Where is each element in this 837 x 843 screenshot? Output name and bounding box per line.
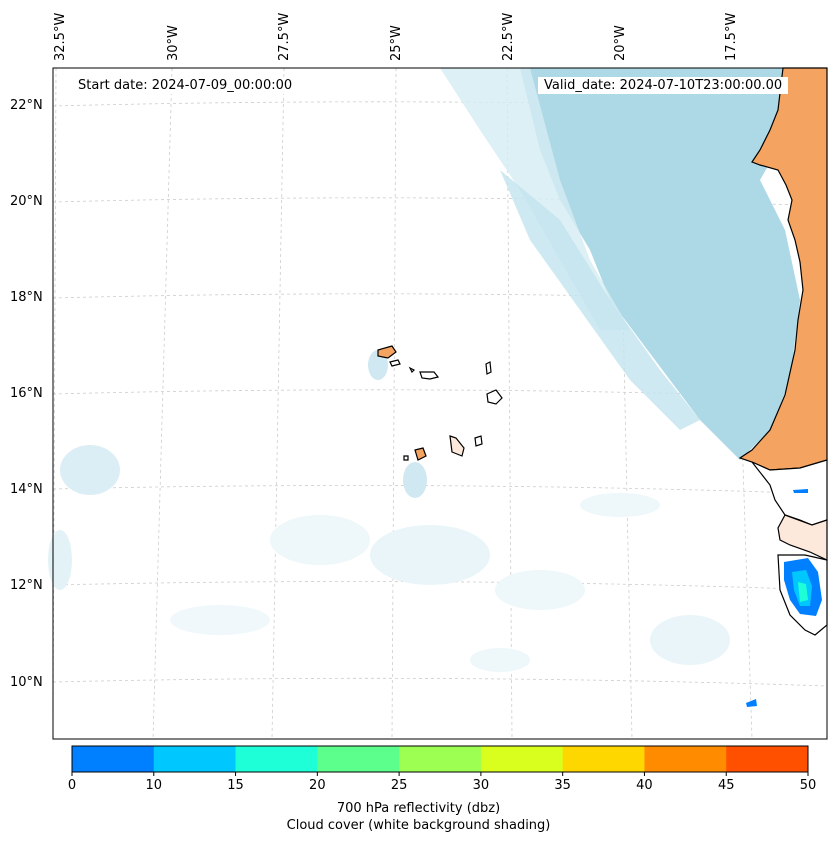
meridian-25 bbox=[391, 67, 397, 740]
cloud-cover-shading bbox=[48, 68, 800, 672]
colorbar-tick-label: 30 bbox=[472, 778, 490, 793]
reflectivity-cells bbox=[746, 489, 822, 707]
lat-label-22n: 22°N bbox=[10, 98, 43, 113]
meridian-20 bbox=[617, 67, 633, 740]
island-sao-vicente bbox=[389, 359, 401, 367]
island-brava bbox=[403, 455, 409, 461]
colorbar-segment bbox=[317, 746, 400, 772]
cloud-patch-mid-east bbox=[580, 493, 660, 517]
parallel-16 bbox=[52, 389, 828, 399]
cloud-patch-south-4 bbox=[650, 615, 730, 665]
colorbar bbox=[71, 745, 809, 776]
cloud-patch-south-3 bbox=[495, 570, 585, 610]
cloud-patch-south-6 bbox=[470, 648, 530, 672]
lon-label-32-5w: 32.5°W bbox=[53, 12, 68, 61]
cloud-plume-mid bbox=[500, 170, 700, 430]
cloud-patch-south-1 bbox=[370, 525, 490, 585]
reflectivity-cell-south bbox=[746, 699, 757, 707]
colorbar-tick-label: 10 bbox=[145, 778, 163, 793]
island-santa-luzia bbox=[408, 366, 416, 374]
island-santo-antao bbox=[377, 345, 397, 359]
lat-label-10n: 10°N bbox=[10, 675, 43, 690]
colorbar-tick-label: 45 bbox=[717, 778, 735, 793]
parallel-20 bbox=[52, 197, 828, 207]
reflectivity-cell-20dbz bbox=[798, 582, 808, 602]
colorbar-segment bbox=[153, 746, 237, 772]
colorbar-segment bbox=[726, 746, 809, 772]
lon-label-22-5w: 22.5°W bbox=[501, 12, 516, 61]
colorbar-segment bbox=[235, 746, 318, 772]
cloud-mass-coastal bbox=[520, 68, 800, 460]
island-sao-nicolau bbox=[419, 371, 440, 380]
colorbar-tick-label: 20 bbox=[309, 778, 326, 793]
island-maio bbox=[474, 435, 483, 447]
lat-label-14n: 14°N bbox=[10, 482, 43, 497]
colorbar-segment bbox=[644, 746, 727, 772]
colorbar-segment bbox=[399, 746, 482, 772]
cloud-patch-edge bbox=[48, 530, 72, 590]
colorbar-segment bbox=[72, 746, 155, 772]
colorbar-tick-label: 25 bbox=[390, 778, 408, 793]
lon-label-17-5w: 17.5°W bbox=[724, 12, 739, 61]
gambia-guinea-land bbox=[777, 514, 828, 561]
parallel-14 bbox=[52, 485, 828, 495]
lat-label-18n: 18°N bbox=[10, 290, 43, 305]
lon-label-30w: 30°W bbox=[166, 25, 181, 61]
colorbar-segment bbox=[562, 746, 645, 772]
colorbar-frame bbox=[71, 745, 809, 773]
colorbar-tick-label: 35 bbox=[554, 778, 571, 793]
parallel-22 bbox=[52, 101, 828, 111]
colorbar-segment bbox=[480, 746, 564, 772]
map-frame bbox=[52, 67, 828, 740]
lon-label-25w: 25°W bbox=[389, 25, 404, 61]
cloud-patch-fogo bbox=[403, 462, 427, 498]
lon-label-20w: 20°W bbox=[613, 25, 628, 61]
colorbar-label-cloud-cover: Cloud cover (white background shading) bbox=[286, 818, 551, 833]
cloud-patch-south-5 bbox=[170, 605, 270, 635]
colorbar-tick-label: 40 bbox=[636, 778, 653, 793]
valid-date-label: Valid_date: 2024-07-10T23:00:00.00 bbox=[538, 77, 789, 94]
cloud-patch-west bbox=[60, 445, 120, 495]
meridian-27-5 bbox=[271, 67, 285, 740]
meridian-30 bbox=[152, 67, 173, 740]
start-date-label: Start date: 2024-07-09_00:00:00 bbox=[72, 77, 299, 94]
cloud-patch-south-2 bbox=[270, 515, 370, 565]
colorbar-tick-label: 0 bbox=[67, 778, 77, 793]
island-fogo bbox=[414, 447, 427, 461]
colorbar-tick-label: 15 bbox=[227, 778, 244, 793]
lon-label-27-5w: 27.5°W bbox=[277, 12, 292, 61]
island-sal bbox=[485, 361, 492, 375]
colorbar-tick-label: 50 bbox=[799, 778, 817, 793]
lat-label-16n: 16°N bbox=[10, 386, 43, 401]
parallel-10 bbox=[52, 677, 828, 687]
colorbar-label-reflectivity: 700 hPa reflectivity (dbz) bbox=[336, 801, 501, 816]
parallel-12 bbox=[52, 581, 828, 591]
meridian-17-5 bbox=[729, 67, 753, 740]
island-boa-vista bbox=[486, 389, 503, 405]
lat-label-12n: 12°N bbox=[10, 578, 43, 593]
parallel-18 bbox=[52, 293, 828, 303]
island-santiago bbox=[449, 435, 465, 457]
meridian-22-5 bbox=[506, 67, 513, 740]
reflectivity-cell-senegal bbox=[793, 489, 808, 493]
lat-label-20n: 20°N bbox=[10, 194, 43, 209]
